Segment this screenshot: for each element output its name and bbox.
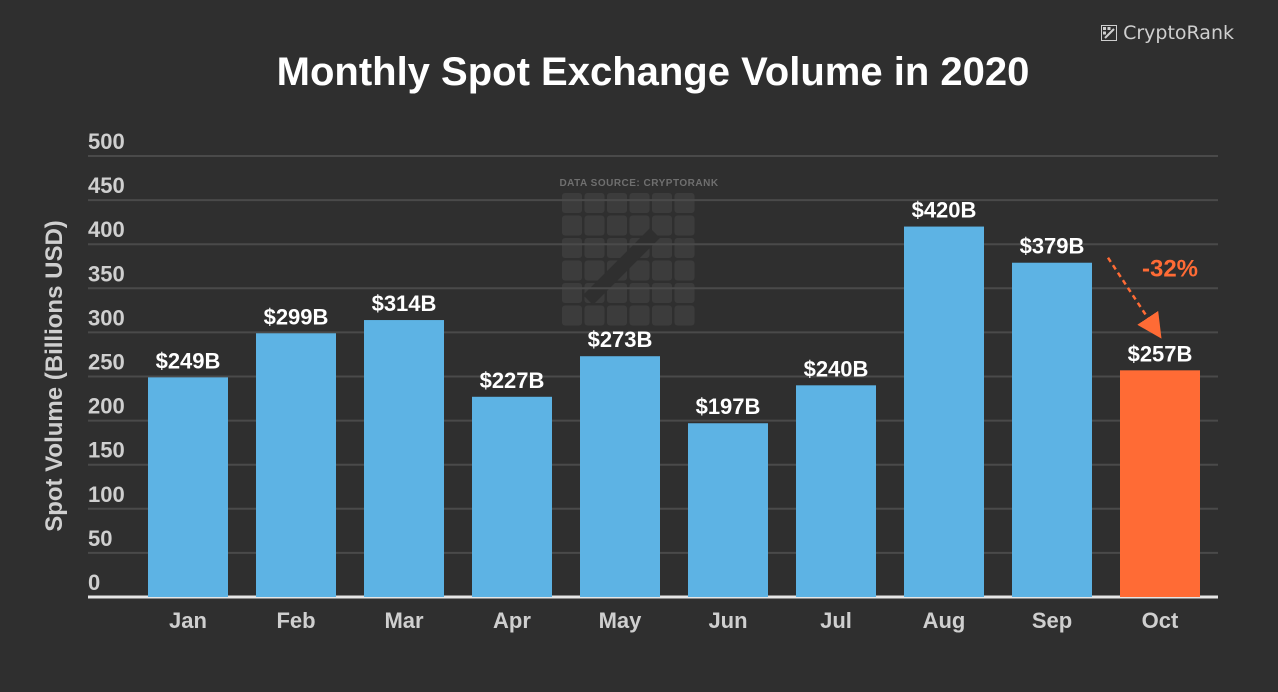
data-label: $314B: [372, 291, 437, 316]
x-tick-label: Feb: [276, 608, 315, 633]
y-tick-label: 300: [88, 305, 125, 330]
labels: $249B Jan $299B Feb $314B Mar $227B Apr $273B May…: [156, 198, 1193, 633]
y-tick-label: 200: [88, 394, 125, 419]
data-label: $227B: [480, 368, 545, 393]
brand-logo: CryptoRank: [1101, 22, 1234, 44]
y-tick-label: 500: [88, 129, 125, 154]
data-label: $197B: [696, 394, 761, 419]
bar-jan: [148, 377, 228, 597]
y-tick-label: 0: [88, 570, 100, 595]
data-source-text: DATA SOURCE: CRYPTORANK: [559, 178, 718, 189]
change-arrow: [1106, 257, 1162, 339]
change-annotation: -32%: [1106, 256, 1198, 339]
data-label: $299B: [264, 304, 329, 329]
x-tick-label: May: [599, 608, 643, 633]
data-label: $379B: [1020, 234, 1085, 259]
y-tick-label: 50: [88, 526, 112, 551]
bar-mar: [364, 320, 444, 597]
x-tick-label: Jun: [708, 608, 747, 633]
bar-jun: [688, 423, 768, 597]
x-tick-label: Jan: [169, 608, 207, 633]
data-label: $273B: [588, 327, 653, 352]
x-tick-label: Jul: [820, 608, 852, 633]
change-percent-label: -32%: [1142, 256, 1198, 283]
brand-name: CryptoRank: [1123, 22, 1234, 44]
x-tick-label: Apr: [493, 608, 531, 633]
data-label: $249B: [156, 348, 221, 373]
x-tick-label: Mar: [384, 608, 424, 633]
bar-apr: [472, 396, 552, 597]
cryptorank-logo-icon: [1101, 25, 1118, 41]
y-tick-label: 150: [88, 438, 125, 463]
data-label: $420B: [912, 198, 977, 223]
y-tick-label: 100: [88, 482, 125, 507]
x-tick-label: Oct: [1142, 608, 1179, 633]
watermark: DATA SOURCE: CRYPTORANK: [559, 178, 718, 326]
watermark-logo-icon: [562, 193, 695, 326]
bar-oct: [1120, 370, 1200, 597]
bar-may: [580, 356, 660, 597]
bars: [148, 226, 1200, 597]
bar-aug: [904, 226, 984, 597]
data-label: $257B: [1128, 341, 1193, 366]
bar-sep: [1012, 262, 1092, 597]
x-tick-label: Sep: [1032, 608, 1072, 633]
bar-feb: [256, 333, 336, 597]
bar-jul: [796, 385, 876, 597]
data-label: $240B: [804, 356, 869, 381]
y-tick-label: 250: [88, 350, 125, 375]
x-tick-label: Aug: [923, 608, 966, 633]
y-axis-title: Spot Volume (Billions USD): [41, 220, 68, 532]
y-tick-label: 450: [88, 173, 125, 198]
y-tick-label: 350: [88, 261, 125, 286]
y-tick-label: 400: [88, 217, 125, 242]
chart-title: Monthly Spot Exchange Volume in 2020: [276, 50, 1030, 94]
